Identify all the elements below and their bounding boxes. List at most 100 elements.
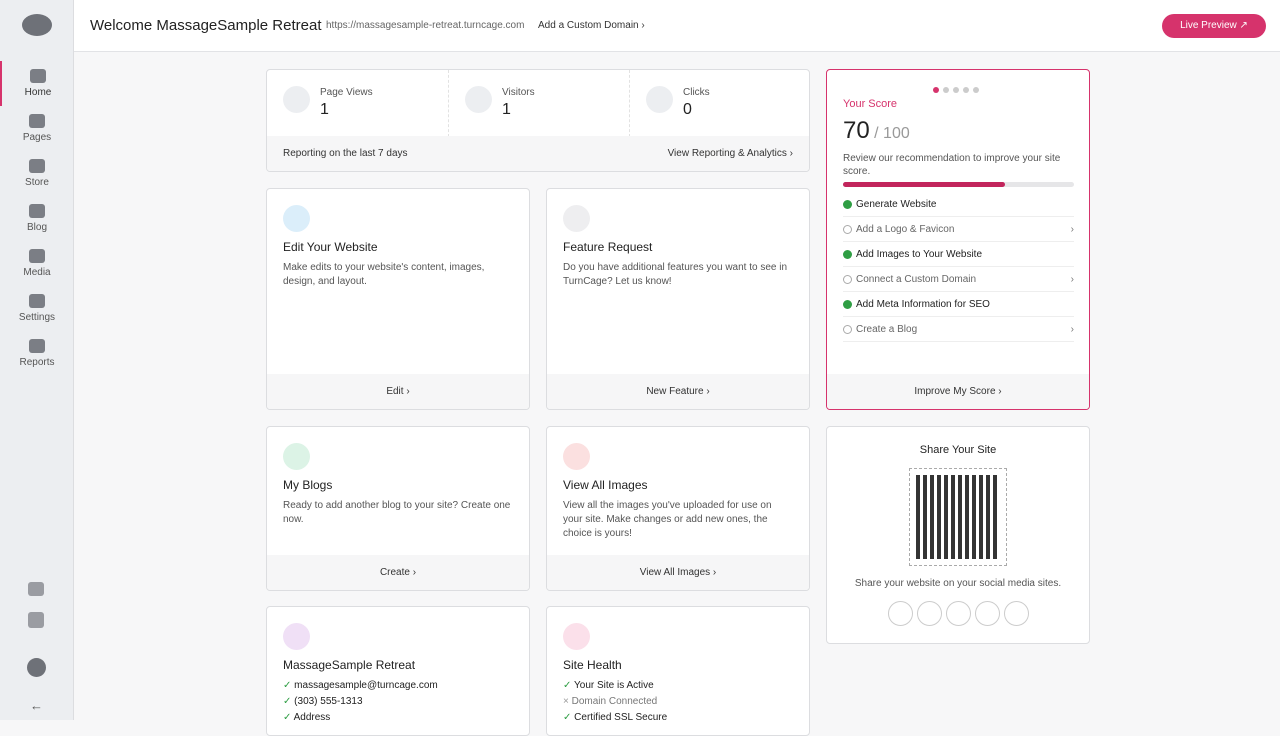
checklist-label[interactable]: Add a Logo & Favicon [856,224,955,235]
card-footer[interactable]: View All Images › [547,555,809,590]
checklist-label[interactable]: Create a Blog [856,324,918,335]
checklist-item: Generate Website [843,192,1074,217]
facebook[interactable] [887,601,913,626]
health-list: ✓ Your Site is Active × Domain Connected ✓… [563,680,667,728]
check: ✓ [283,712,292,723]
sidebar: Home Pages Store Blog Media Settings Reports ← [0,0,74,720]
status: ✓ [563,712,572,723]
nav-item[interactable]: Pages [0,106,74,151]
stat-icon [283,86,310,113]
stats-card: Page Views 1 Visitors 1 Clicks 0 Reporting on… [266,69,810,172]
stats-link[interactable]: View Reporting & Analytics › [667,148,793,159]
action-card: Feature Request Do you have additional fe… [546,188,810,410]
help-icon[interactable] [28,582,44,596]
card-action[interactable]: View All Images [639,567,711,578]
chevron[interactable]: › [1070,224,1074,235]
score-action[interactable]: Improve My Score [914,386,996,397]
checklist-item[interactable]: Create a Blog › [843,317,1074,342]
domain-link-text[interactable]: Add a Custom Domain [538,20,639,31]
nav-item[interactable]: Home [0,61,74,106]
share-title: Share Your Site [919,444,997,456]
nav-label[interactable]: Settings [18,312,56,323]
nav-item[interactable]: Settings [0,286,74,331]
card-title: My Blogs [283,478,333,492]
check: ✓ [283,696,292,707]
card-action[interactable]: Edit [386,386,404,397]
score-card: Your Score 70 / 100 Review our recommend… [826,69,1090,410]
stat: Clicks 0 [629,70,809,137]
score-footer[interactable]: Improve My Score › [827,374,1089,409]
card-text: Do you have additional features you want… [563,262,788,287]
nav-item[interactable]: Blog [0,196,74,241]
nav-label[interactable]: Blog [26,222,47,233]
card-title: Edit Your Website [283,240,378,254]
header-title: Welcome MassageSample Retreat [90,17,322,34]
status: × [563,696,569,707]
contact-title: MassageSample Retreat [283,658,416,672]
nav-label[interactable]: Store [25,177,49,188]
nav-label[interactable]: Reports [19,357,55,368]
health-icon [563,623,590,650]
account-icon[interactable] [27,658,46,677]
stat-label: Page Views [320,87,373,98]
nav-label[interactable]: Home [24,87,52,98]
check-status [843,250,852,259]
checklist-item[interactable]: Connect a Custom Domain › [843,267,1074,292]
nav-item[interactable]: Store [0,151,74,196]
card-action[interactable]: New Feature [646,386,704,397]
domain-link[interactable]: Add a Custom Domain › [538,20,645,31]
stats-link-text[interactable]: View Reporting & Analytics [667,148,787,159]
contact-text: Address [293,712,331,723]
nav-item[interactable]: Media [0,241,74,286]
stat-value: 1 [320,101,329,118]
checklist-item: Add Meta Information for SEO [843,292,1074,317]
nav-label[interactable]: Pages [22,132,52,143]
card-footer[interactable]: Create › [267,555,529,590]
chevron[interactable]: › [1070,324,1074,335]
reddit[interactable] [1003,601,1029,626]
carousel-dots[interactable] [931,80,981,98]
tumblr[interactable] [974,601,1000,626]
health-text: Domain Connected [571,696,658,707]
nav-label[interactable]: Media [23,267,51,278]
stat-label: Visitors [502,87,535,98]
checklist-item[interactable]: Add a Logo & Favicon › [843,217,1074,242]
contact-item: ✓ (303) 555-1313 [283,696,438,712]
stat-value: 1 [502,101,511,118]
live-preview-button[interactable]: Live Preview ↗ [1162,14,1266,38]
card-icon [283,205,310,232]
nav-item[interactable]: Reports [0,331,74,376]
card-text: View all the images you've uploaded for … [563,500,772,539]
check: ✓ [283,680,292,691]
contact-icon [283,623,310,650]
nav-list: Home Pages Store Blog Media Settings Reports [0,61,73,376]
contact-card: MassageSample Retreat ✓ massagesample@tu… [266,606,530,736]
health-text: Certified SSL Secure [574,712,668,723]
check-status [843,300,852,309]
card-text: Make edits to your website's content, im… [283,262,485,287]
stats-footer: Reporting on the last 7 days View Report… [267,136,809,171]
stat-icon [465,86,492,113]
share-text: Share your website on your social media … [854,578,1062,589]
x[interactable] [916,601,942,626]
card-title: Feature Request [563,240,653,254]
linkedin[interactable] [945,601,971,626]
check-status [843,325,852,334]
contact-item: ✓ Address [283,712,438,728]
stat: Visitors 1 [448,70,629,137]
nav-icon [29,339,45,353]
status: ✓ [563,680,572,691]
live-preview-text[interactable]: Live Preview [1180,20,1237,31]
collapse-button[interactable]: ← [30,698,43,713]
card-footer[interactable]: Edit › [267,374,529,409]
card-footer[interactable]: New Feature › [547,374,809,409]
site-url[interactable]: https://massagesample-retreat.turncage.c… [326,20,525,31]
chevron[interactable]: › [1070,274,1074,285]
checklist-item: Add Images to Your Website [843,242,1074,267]
card-action[interactable]: Create [379,567,410,578]
card-icon [563,443,590,470]
support-icon[interactable] [28,612,44,628]
checklist-label[interactable]: Connect a Custom Domain [856,274,977,285]
contact-text: massagesample@turncage.com [294,680,438,691]
checklist-label: Add Images to Your Website [856,249,983,260]
